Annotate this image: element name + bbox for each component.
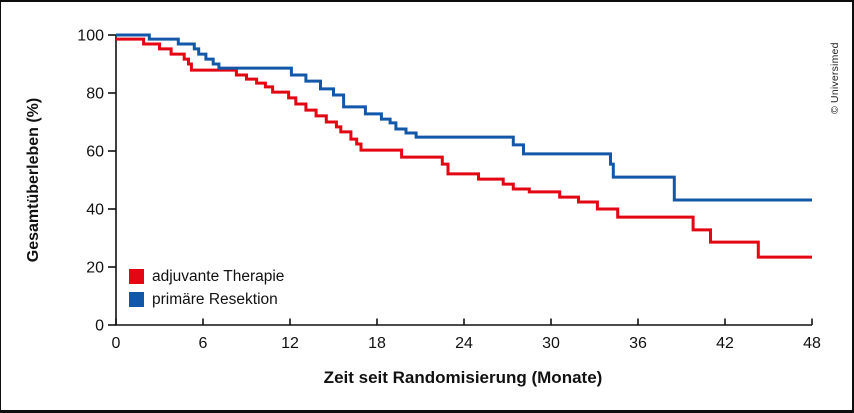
x-axis-title: Zeit seit Randomisierung (Monate) [323, 368, 603, 387]
y-axis-tick-label: 20 [86, 260, 104, 277]
x-axis-tick-label: 0 [112, 335, 121, 352]
y-axis-tick-label: 80 [86, 86, 104, 103]
y-axis-tick-label: 100 [77, 28, 104, 45]
legend-item-primaere-resektion: primäre Resektion [129, 290, 284, 308]
x-axis-tick-label: 42 [716, 335, 734, 352]
x-axis-tick-label: 30 [542, 335, 560, 352]
x-axis-tick-label: 6 [199, 335, 208, 352]
y-axis-tick-label: 0 [95, 318, 104, 335]
x-axis-tick-label: 36 [629, 335, 647, 352]
survival-curve-primaere-resektion [116, 33, 812, 202]
legend-item-adjuvante-therapie: adjuvante Therapie [129, 269, 284, 285]
x-axis-tick-label: 12 [281, 335, 299, 352]
copyright-credit: © Universimed [829, 42, 841, 114]
legend: adjuvante Therapie primäre Resektion [129, 269, 284, 307]
red-series-swatch-icon [129, 269, 144, 285]
blue-series-swatch-icon [129, 291, 144, 307]
x-axis-tick-label: 24 [455, 335, 473, 352]
legend-label-primaere-resektion: primäre Resektion [152, 290, 278, 308]
y-axis-tick-label: 40 [86, 202, 104, 219]
x-axis-tick-label: 18 [368, 335, 386, 352]
legend-label-adjuvante-therapie: adjuvante Therapie [152, 268, 285, 285]
x-axis-tick-label: 48 [803, 335, 821, 352]
survival-curve-adjuvante-therapie [116, 37, 812, 259]
y-axis-title: Gesamtüberleben (%) [25, 97, 42, 263]
y-axis-tick-label: 60 [86, 144, 104, 161]
